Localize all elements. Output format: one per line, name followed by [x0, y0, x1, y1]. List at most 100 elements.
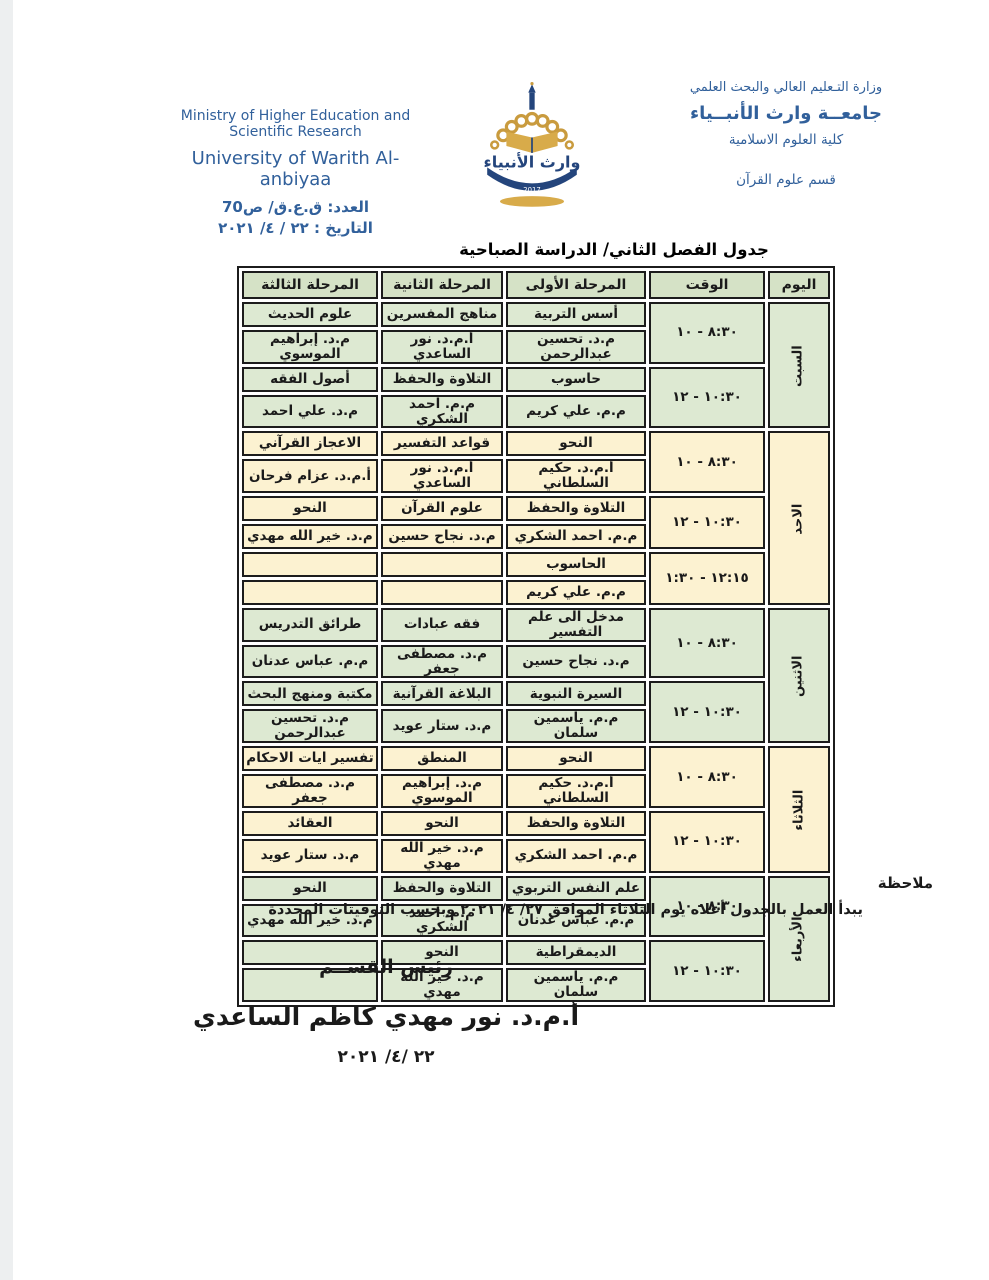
course-cell: الاعجاز القرآني: [242, 431, 378, 457]
course-cell: أسس التربية: [506, 302, 646, 327]
dome-rings-icon: [496, 111, 568, 143]
course-cell: علم النفس التربوي: [506, 875, 646, 901]
teacher-cell: م.د. تحسين عبدالرحمن: [242, 709, 378, 744]
signature-date: ٢٢ /٤/ ٢٠٢١: [337, 1047, 435, 1067]
course-cell: مكتبة ومنهج البحث: [242, 681, 378, 707]
time-cell: ٨:٣٠ - ١٠: [649, 431, 765, 494]
course-cell: الحاسوب: [506, 552, 646, 578]
teacher-cell: م.د. ستار عويد: [242, 838, 378, 873]
course-cell: النحو: [506, 746, 646, 772]
teacher-cell: م.م. احمد الشكري: [506, 838, 646, 873]
ministry-name-en: Ministry of Higher Education and: [180, 108, 411, 124]
course-cell: مناهج المفسرين: [381, 302, 503, 327]
day-label: الاثنين: [790, 655, 806, 697]
course-cell: النحو: [381, 810, 503, 836]
course-cell: النحو: [381, 940, 503, 966]
course-cell: قواعد التفسير: [381, 431, 503, 457]
course-cell: النحو: [242, 875, 378, 901]
course-cell: النحو: [242, 496, 378, 522]
course-cell: تفسير ايات الاحكام: [242, 746, 378, 772]
time-cell: ٨:٣٠ - ١٠: [649, 746, 765, 808]
teacher-cell: [242, 580, 378, 606]
day-label: الاحد: [790, 503, 806, 535]
teacher-cell: م.د. تحسين عبدالرحمن: [506, 330, 646, 364]
course-cell: العقائد: [242, 810, 378, 836]
ministry-name-en2: Scientific Research: [229, 124, 362, 140]
course-cell: [242, 940, 378, 966]
column-header: اليوم: [768, 271, 830, 299]
time-cell: ١٠:٣٠ - ١٢: [649, 810, 765, 873]
teacher-cell: م.م. احمد الشكري: [381, 903, 503, 938]
course-cell: التلاوة والحفظ: [506, 496, 646, 522]
signature-block: رئيس القســم أ.م.د. نور مهدي كاظم الساعد…: [168, 956, 604, 1067]
day-cell: الاحد: [768, 431, 830, 606]
page-title: جدول الفصل الثاني/ الدراسة الصباحية: [459, 240, 769, 259]
teacher-cell: م.د. خير الله مهدي: [381, 838, 503, 873]
column-header: المرحلة الثالثة: [242, 271, 378, 299]
teacher-cell: م.م. علي كريم: [506, 394, 646, 429]
crescent-icon: [487, 167, 577, 191]
university-name-en: University of Warith Al- anbiyaa: [191, 148, 400, 190]
course-cell: علوم الحديث: [242, 302, 378, 327]
column-header: الوقت: [649, 271, 765, 299]
letterhead-arabic-block: وزارة التـعليم العالي والبحث العلمي جامع…: [641, 80, 931, 188]
teacher-cell: م.م. ياسمين سلمان: [506, 968, 646, 1002]
time-cell: ٨:٣٠ - ١٠: [649, 302, 765, 364]
course-cell: [381, 552, 503, 578]
logo-year: 2017: [523, 186, 541, 194]
college-name-ar: كلية العلوم الاسلامية: [728, 132, 844, 148]
document-date: التاريخ : ٢٢ / ٤/ ٢٠٢١: [218, 219, 373, 237]
day-cell: الاثنين: [768, 608, 830, 744]
university-logo: وارث الأنبياء 2017: [484, 82, 580, 207]
course-cell: الديمقراطية: [506, 940, 646, 966]
letterhead-english-block: Ministry of Higher Education and Scienti…: [158, 108, 433, 237]
course-cell: التلاوة والحفظ: [506, 810, 646, 836]
course-cell: السيرة النبوية: [506, 681, 646, 707]
course-cell: المنطق: [381, 746, 503, 772]
schedule-table-body: السبت ٨:٣٠ - ١٠ أسس التربية مناهج المفسرين ع…: [242, 302, 830, 1002]
course-cell: حاسوب: [506, 366, 646, 392]
document-number: العدد: ق.ع.ق/ ص70: [221, 198, 370, 216]
scan-edge-shadow: [0, 0, 13, 1280]
teacher-cell: م.د. إبراهيم الموسوي: [242, 330, 378, 364]
day-label: السبت: [790, 344, 806, 387]
course-cell: طرائق التدريس: [242, 608, 378, 642]
teacher-cell: م.م. عباس عدنان: [506, 903, 646, 938]
university-name-ar: جامعــة وارث الأنبــياء: [689, 103, 882, 124]
teacher-cell: م.د. خير الله مهدي: [242, 903, 378, 938]
teacher-cell: أ.م.د. حكيم السلطاني: [506, 774, 646, 808]
course-cell: [242, 552, 378, 578]
teacher-cell: أ.م.د. حكيم السلطاني: [506, 459, 646, 494]
teacher-cell: م.م. ياسمين سلمان: [506, 709, 646, 744]
time-cell: ٨:٣٠ - ١٠: [649, 875, 765, 938]
schedule-table: اليوم الوقت المرحلة الأولى المرحلة الثانية ا…: [237, 266, 835, 1007]
teacher-cell: م.م. احمد الشكري: [506, 524, 646, 550]
note-text: يبدأ العمل بالجدول أعلاه يوم الثلاثاء ال…: [268, 902, 863, 918]
teacher-cell: م.د. نجاح حسين: [381, 524, 503, 550]
teacher-cell: م.م. علي كريم: [506, 580, 646, 606]
signature-name: أ.م.د. نور مهدي كاظم الساعدي: [192, 1002, 580, 1031]
teacher-cell: م.د. نجاح حسين: [506, 644, 646, 679]
day-cell: السبت: [768, 302, 830, 429]
teacher-cell: م.د. علي احمد: [242, 394, 378, 429]
schedule-table-header: اليوم الوقت المرحلة الأولى المرحلة الثانية ا…: [242, 271, 830, 299]
teacher-cell: م.د. خير الله مهدي: [242, 524, 378, 550]
minaret-icon: [529, 92, 535, 110]
teacher-cell: م.د. ستار عويد: [381, 709, 503, 744]
department-name-ar: قسم علوم القرآن: [736, 172, 836, 188]
course-cell: أصول الفقه: [242, 366, 378, 392]
course-cell: التلاوة والحفظ: [381, 875, 503, 901]
day-label: الأربعاء: [790, 916, 806, 962]
day-cell: الثلاثاء: [768, 746, 830, 873]
time-cell: ١٠:٣٠ - ١٢: [649, 496, 765, 550]
teacher-cell: [242, 968, 378, 1002]
course-cell: النحو: [506, 431, 646, 457]
course-cell: التلاوة والحفظ: [381, 366, 503, 392]
course-cell: مدخل الى علم التفسير: [506, 608, 646, 642]
teacher-cell: م.م. احمد الشكري: [381, 394, 503, 429]
teacher-cell: أ.م.د. نور الساعدي: [381, 330, 503, 364]
teacher-cell: م.م. عباس عدنان: [242, 644, 378, 679]
time-cell: ٨:٣٠ - ١٠: [649, 608, 765, 679]
teacher-cell: م.د. مصطفى جعفر: [242, 774, 378, 808]
column-header: المرحلة الثانية: [381, 271, 503, 299]
